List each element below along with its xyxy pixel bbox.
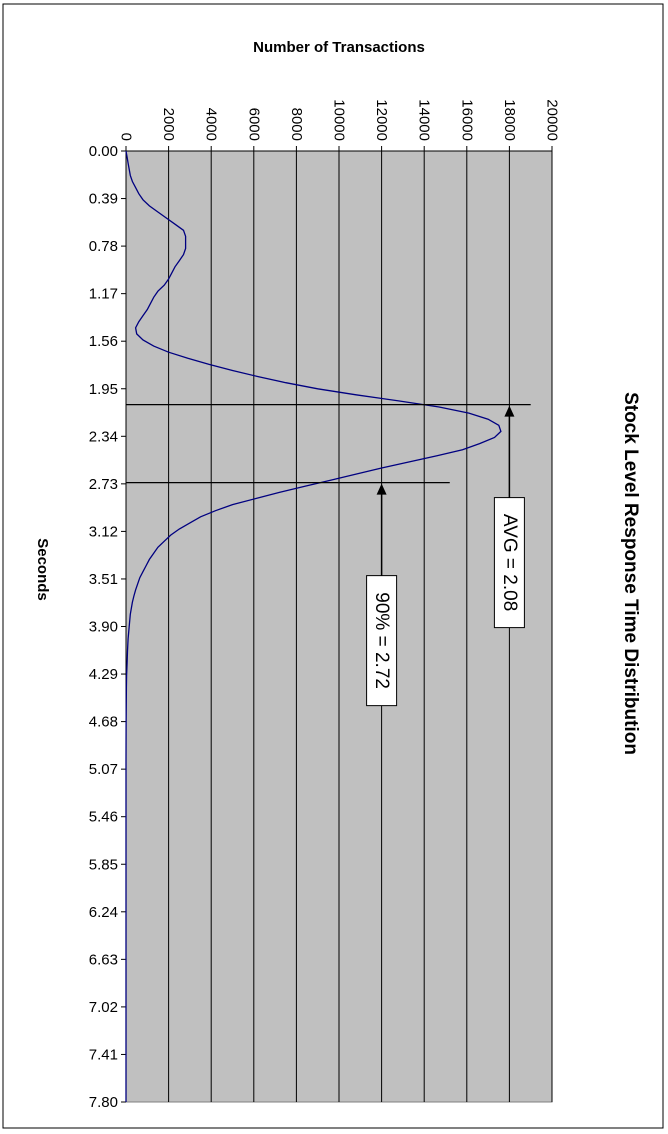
x-tick-label: 6.24 xyxy=(89,904,118,921)
x-tick-label: 2.34 xyxy=(89,428,118,445)
x-tick-label: 6.63 xyxy=(89,951,118,968)
y-tick-label: 18000 xyxy=(501,99,518,141)
x-tick-label: 3.51 xyxy=(89,571,118,588)
y-tick-label: 20000 xyxy=(544,99,561,141)
y-tick-label: 14000 xyxy=(416,99,433,141)
x-tick-label: 2.73 xyxy=(89,476,118,493)
x-tick-label: 5.07 xyxy=(89,761,118,778)
x-tick-label: 1.56 xyxy=(89,333,118,350)
x-tick-label: 5.46 xyxy=(89,809,118,826)
annotation-box xyxy=(493,497,525,629)
annotation-box xyxy=(366,575,398,707)
x-axis-title: Seconds xyxy=(34,538,51,601)
annotation-label: AVG = 2.08 xyxy=(499,514,520,611)
x-tick-label: 0.00 xyxy=(89,143,118,160)
x-tick-label: 4.29 xyxy=(89,666,118,683)
annotation-label: 90% = 2.72 xyxy=(371,592,392,689)
x-tick-label: 1.17 xyxy=(89,286,118,303)
series-layer xyxy=(125,150,502,1102)
annotation-layer: AVG = 2.08 90% = 2.72 xyxy=(126,404,531,707)
x-tick-label: 1.95 xyxy=(89,381,118,398)
chart-title: Stock Level Response Time Distribution xyxy=(620,392,641,755)
annotation-arrowhead xyxy=(376,483,387,495)
series-line xyxy=(125,150,502,1102)
x-tick-label: 7.41 xyxy=(89,1046,118,1063)
x-tick-label: 7.80 xyxy=(89,1094,118,1111)
x-tick-label: 7.02 xyxy=(89,999,118,1016)
y-tick-label: 0 xyxy=(118,133,135,141)
axis-layer: 0 2000 4000 6000 8000 10000 12000 14000 16000 180… xyxy=(89,99,561,1111)
y-tick-label: 8000 xyxy=(288,108,305,141)
x-tick-label: 0.78 xyxy=(89,238,118,255)
y-tick-label: 2000 xyxy=(160,108,177,141)
annotation-arrowhead xyxy=(504,405,515,417)
grid-layer xyxy=(168,151,553,1102)
x-tick-label: 4.68 xyxy=(89,714,118,731)
x-tick-label: 5.85 xyxy=(89,856,118,873)
x-tick-label: 3.12 xyxy=(89,523,118,540)
x-tick-label: 0.39 xyxy=(89,191,118,208)
x-tick-label: 3.90 xyxy=(89,619,118,636)
y-tick-label: 4000 xyxy=(203,108,220,141)
y-axis-title: Number of Transactions xyxy=(253,39,425,56)
y-tick-label: 6000 xyxy=(245,108,262,141)
y-tick-label: 10000 xyxy=(331,99,348,141)
y-tick-label: 12000 xyxy=(373,99,390,141)
y-tick-label: 16000 xyxy=(458,99,475,141)
